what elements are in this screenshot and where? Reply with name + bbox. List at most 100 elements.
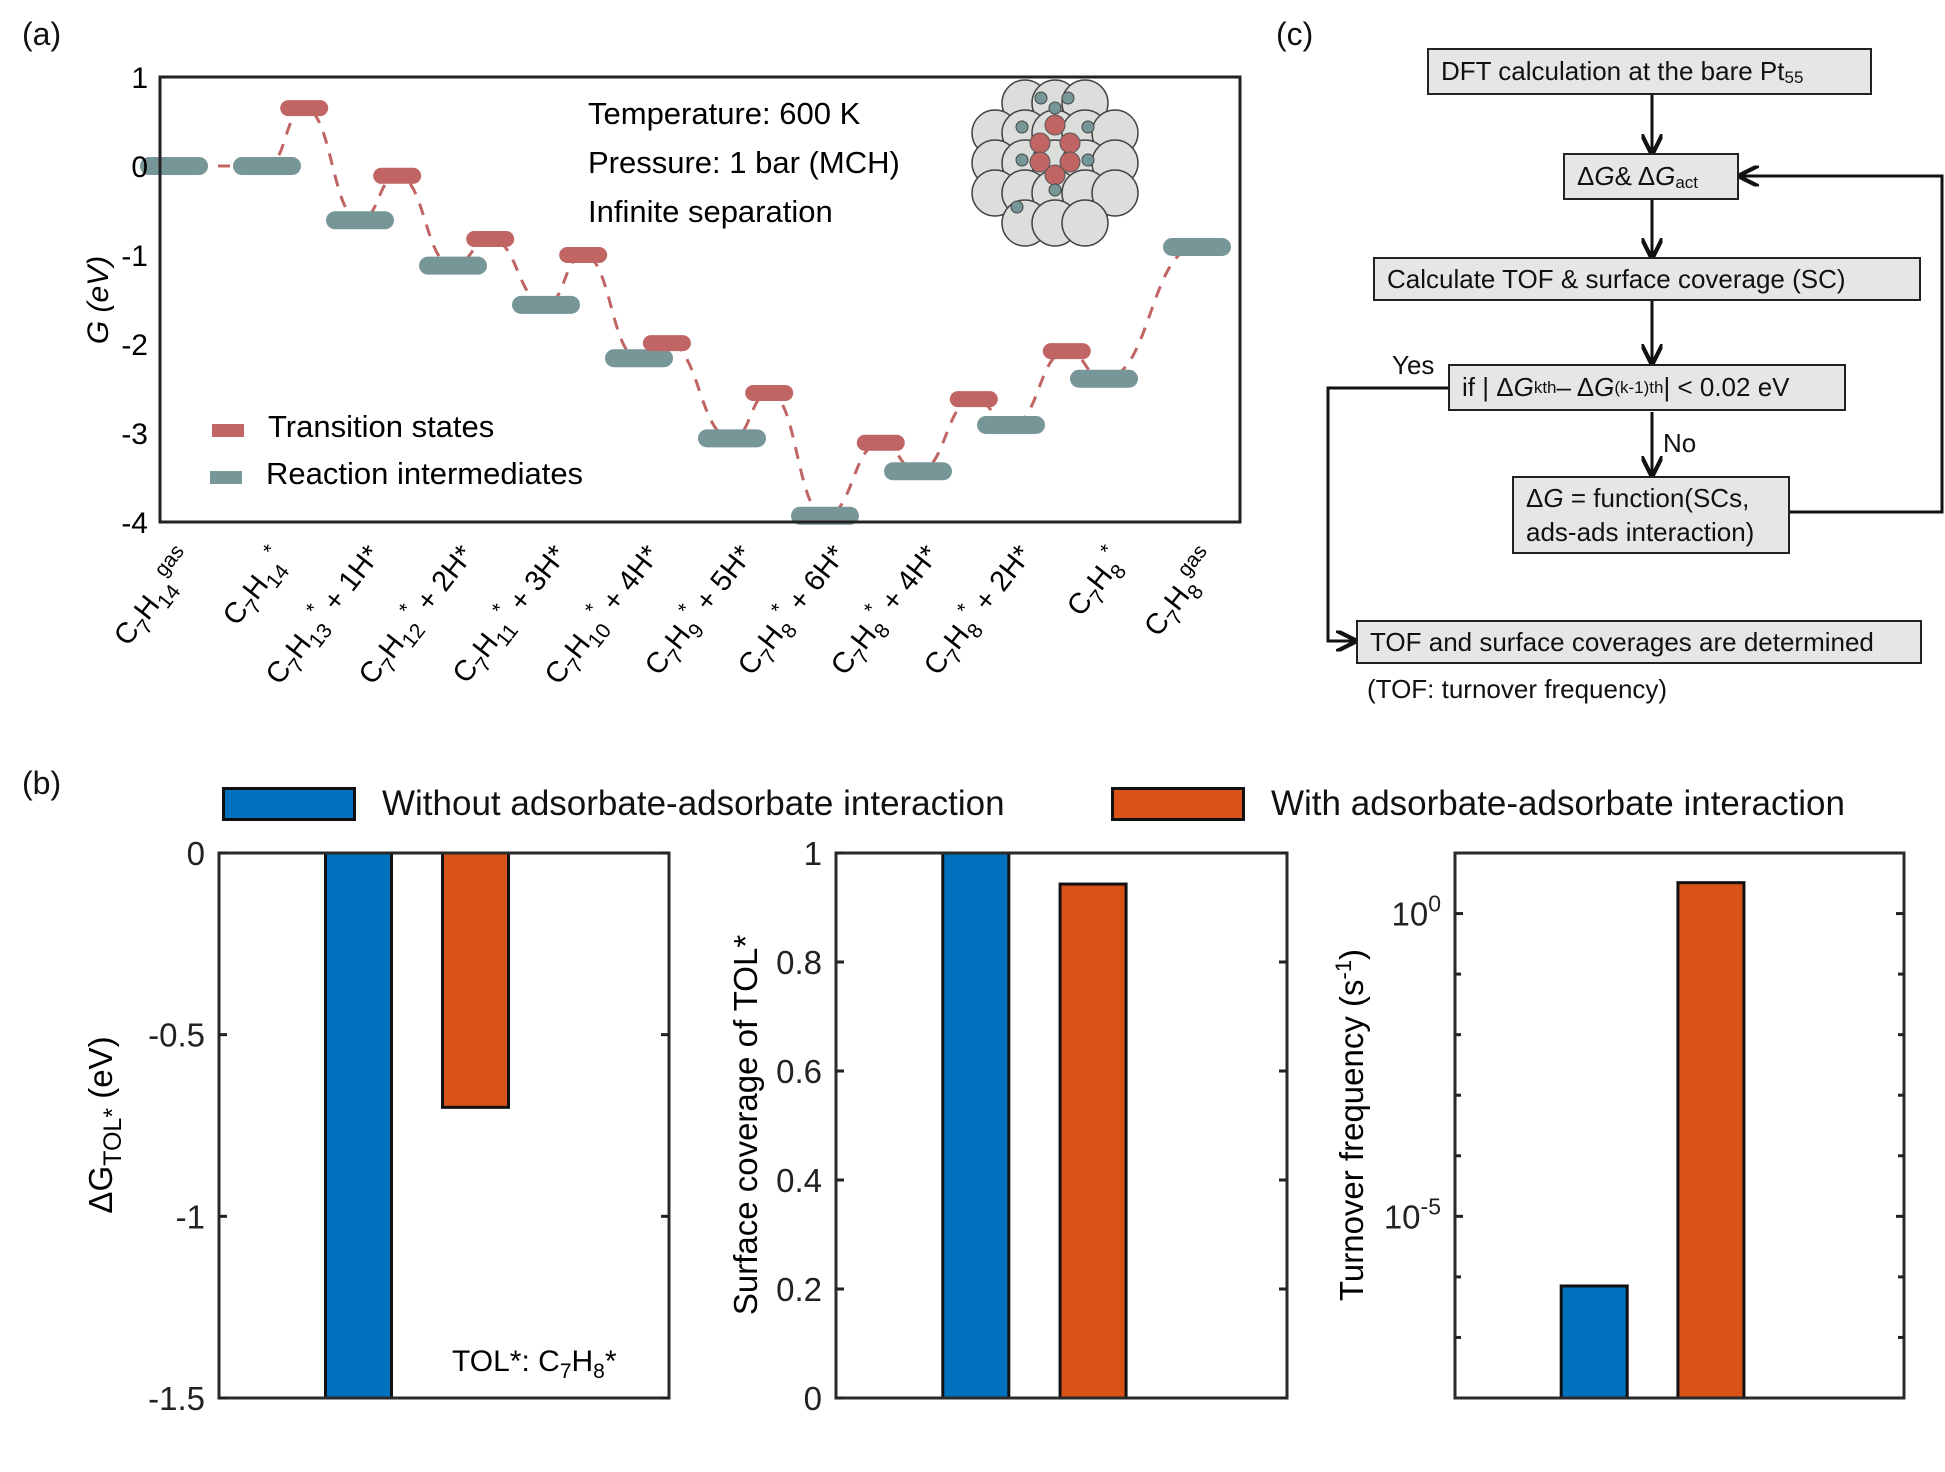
y-tick-label: -3	[121, 418, 148, 451]
tof-chart: 100 10-5	[1384, 851, 1906, 1400]
g-symbol: G	[1543, 483, 1564, 513]
function-line-2: ads-ads interaction)	[1526, 517, 1755, 547]
legend-label-transition: Transition states	[268, 409, 494, 444]
transition-state-mark	[280, 100, 329, 117]
legend-without: Without adsorbate-adsorbate interaction	[222, 784, 1005, 824]
g-symbol: G	[1594, 161, 1615, 191]
y-tick-label: -0.5	[148, 1017, 205, 1054]
plot-frame	[834, 851, 1289, 1400]
y-tick-label: -4	[121, 507, 148, 540]
y-tick-label: 0.4	[776, 1162, 822, 1199]
function-text: = function(SCs,	[1563, 483, 1750, 513]
intermediate-mark	[698, 429, 766, 448]
y-axis-label-coverage: Surface coverage of TOL*	[727, 935, 764, 1315]
flow-box-calc: Calculate TOF & surface coverage (SC)	[1373, 257, 1921, 301]
y-tick-label: 100	[1391, 891, 1441, 933]
transition-state-mark	[466, 230, 515, 247]
y-tick-label: 1	[131, 62, 148, 95]
flow-box-function: ΔG = function(SCs, ads-ads interaction)	[1512, 476, 1790, 554]
coverage-chart: 0 0.2 0.4 0.6 0.8 1	[776, 835, 1289, 1417]
transition-state-mark	[559, 247, 608, 263]
intermediate-mark	[326, 211, 394, 230]
plot-frame	[217, 851, 671, 1400]
transition-state-mark	[373, 167, 422, 184]
transition-state-mark	[745, 384, 794, 401]
hydrogen-atom	[1010, 200, 1024, 214]
amp-text: & Δ	[1614, 161, 1656, 191]
hydrogen-atom	[1081, 120, 1095, 134]
intermediate-mark	[1163, 237, 1231, 256]
hydrogen-atom	[1015, 120, 1029, 134]
intermediate-mark	[884, 462, 952, 481]
y-tick-label: 0.8	[776, 944, 822, 981]
bar-without-interaction	[324, 851, 393, 1400]
delta-symbol: Δ	[1526, 483, 1544, 513]
legend: Transition states Reaction intermediates	[210, 409, 583, 491]
y-tick-label: 0.2	[776, 1271, 822, 1308]
transition-state-mark	[949, 391, 998, 408]
intermediate-mark	[140, 157, 208, 175]
transition-state-mark	[856, 434, 905, 451]
bar-with-interaction	[441, 851, 510, 1109]
intermediate-mark	[233, 157, 301, 175]
y-tick-label: 0.6	[776, 1053, 822, 1090]
intermediate-mark	[605, 349, 673, 368]
bar-with-interaction	[1058, 882, 1128, 1400]
flow-box-dft-sub: 55	[1784, 67, 1804, 87]
y-tick-label: -2	[121, 329, 148, 362]
plot-frame	[158, 75, 1242, 524]
hydrogen-atom	[1081, 153, 1095, 167]
y-tick-label: 1	[804, 835, 822, 872]
bar-without-interaction	[941, 851, 1011, 1400]
y-tick-label: 0	[131, 151, 148, 184]
cond-pre: if | Δ	[1462, 372, 1514, 402]
intermediate-mark	[512, 295, 580, 314]
bar-with-interaction	[1676, 881, 1746, 1400]
y-tick-label: 0	[804, 1380, 822, 1417]
annotation-tol: TOL*: C7H8*	[452, 1345, 617, 1383]
intermediate-mark	[1070, 369, 1138, 388]
hydrogen-atom	[1034, 91, 1048, 105]
pt-atom	[1061, 199, 1109, 247]
annotation-separation: Infinite separation	[588, 194, 833, 229]
annotation-pressure: Pressure: 1 bar (MCH)	[588, 145, 900, 180]
legend-swatch-without	[222, 787, 356, 821]
transition-state-mark	[1042, 343, 1091, 360]
g-symbol: G	[1655, 161, 1676, 191]
flow-label-no: No	[1663, 428, 1697, 458]
g-symbol: G	[1594, 372, 1615, 402]
legend-swatch-with	[1111, 787, 1245, 821]
bar-without-interaction	[1559, 1284, 1629, 1400]
y-axis-label-tof: Turnover frequency (s-1)	[1331, 949, 1370, 1301]
flow-box-dft-text: DFT calculation at the bare Pt	[1441, 56, 1785, 86]
flow-box-calc-text: Calculate TOF & surface coverage (SC)	[1387, 263, 1846, 294]
act-sub: act	[1675, 172, 1699, 192]
transition-state-mark	[642, 335, 691, 352]
carbon-atom	[1044, 114, 1066, 136]
panel-label-b: (b)	[22, 765, 62, 801]
y-axis-label-dg: ΔGTOL* (eV)	[82, 1036, 127, 1213]
flow-label-yes: Yes	[1392, 350, 1435, 380]
g-symbol: G	[1513, 372, 1534, 402]
y-tick-label: -1	[176, 1198, 205, 1235]
panel-label-a: (a)	[22, 16, 62, 52]
legend-swatch-intermediate	[210, 471, 242, 484]
y-tick-label: 0	[187, 835, 205, 872]
intermediate-mark	[419, 256, 487, 275]
cond-mid: – Δ	[1556, 372, 1595, 402]
legend-label-without: Without adsorbate-adsorbate interaction	[382, 784, 1005, 823]
flow-box-result-text: TOF and surface coverages are determined	[1370, 626, 1874, 657]
y-axis-label: G (eV)	[82, 256, 115, 344]
hydrogen-atom	[1015, 153, 1029, 167]
y-tick-label: -1	[121, 240, 148, 273]
hydrogen-atom	[1048, 101, 1062, 115]
pt-atom	[1091, 169, 1139, 217]
flow-footnote: (TOF: turnover frequency)	[1367, 674, 1668, 704]
delta-symbol: Δ	[1577, 161, 1595, 191]
cond-post: | < 0.02 eV	[1663, 372, 1790, 402]
carbon-atom	[1059, 151, 1081, 173]
panel-label-c: (c)	[1276, 16, 1314, 52]
intermediate-mark	[977, 415, 1045, 434]
